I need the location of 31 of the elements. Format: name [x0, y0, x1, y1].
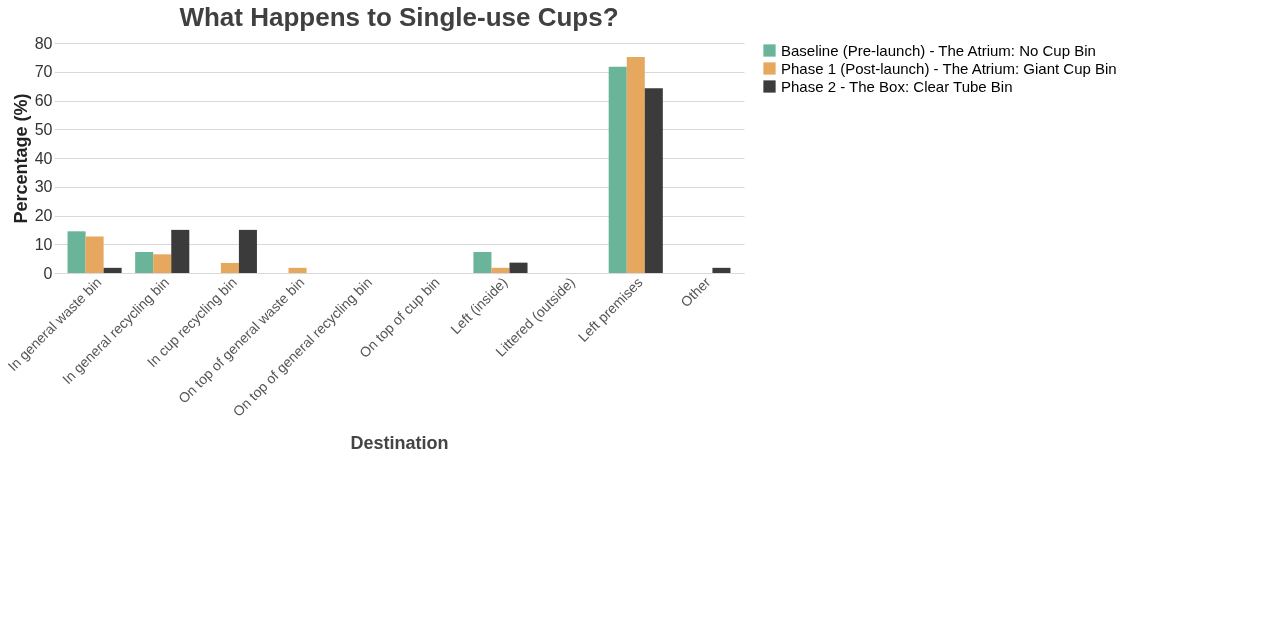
bar	[509, 262, 528, 273]
y-tick-label: 50	[34, 120, 53, 138]
legend-label: Phase 1 (Post-launch) - The Atrium: Giant Cup Bin	[781, 59, 1117, 77]
bar	[171, 229, 190, 273]
y-tick-label: 30	[34, 178, 53, 196]
bar	[85, 236, 104, 273]
y-tick-label: 60	[34, 92, 53, 109]
bar	[67, 231, 86, 273]
bar	[712, 267, 731, 273]
bar	[135, 252, 154, 273]
bar	[238, 229, 257, 273]
x-axis-title: Destination	[350, 432, 449, 453]
bar	[491, 267, 510, 273]
bar	[626, 57, 645, 273]
bar	[288, 267, 307, 273]
bar	[103, 267, 122, 273]
bar	[473, 252, 492, 273]
bar	[153, 254, 172, 273]
y-axis-title: Percentage (%)	[10, 93, 31, 224]
y-tick-label: 0	[43, 264, 53, 282]
legend-label: Phase 2 - The Box: Clear Tube Bin	[781, 77, 1013, 95]
legend-label: Baseline (Pre-launch) - The Atrium: No Cup Bin	[781, 41, 1096, 59]
y-tick-label: 80	[34, 34, 53, 52]
chart-title: What Happens to Single-use Cups?	[179, 2, 619, 32]
bar	[608, 66, 627, 273]
y-tick-label: 70	[34, 63, 53, 81]
bar	[220, 262, 239, 273]
y-tick-label: 20	[34, 207, 53, 224]
bar	[644, 88, 663, 273]
y-tick-label: 10	[34, 235, 53, 253]
y-tick-label: 40	[34, 149, 53, 167]
